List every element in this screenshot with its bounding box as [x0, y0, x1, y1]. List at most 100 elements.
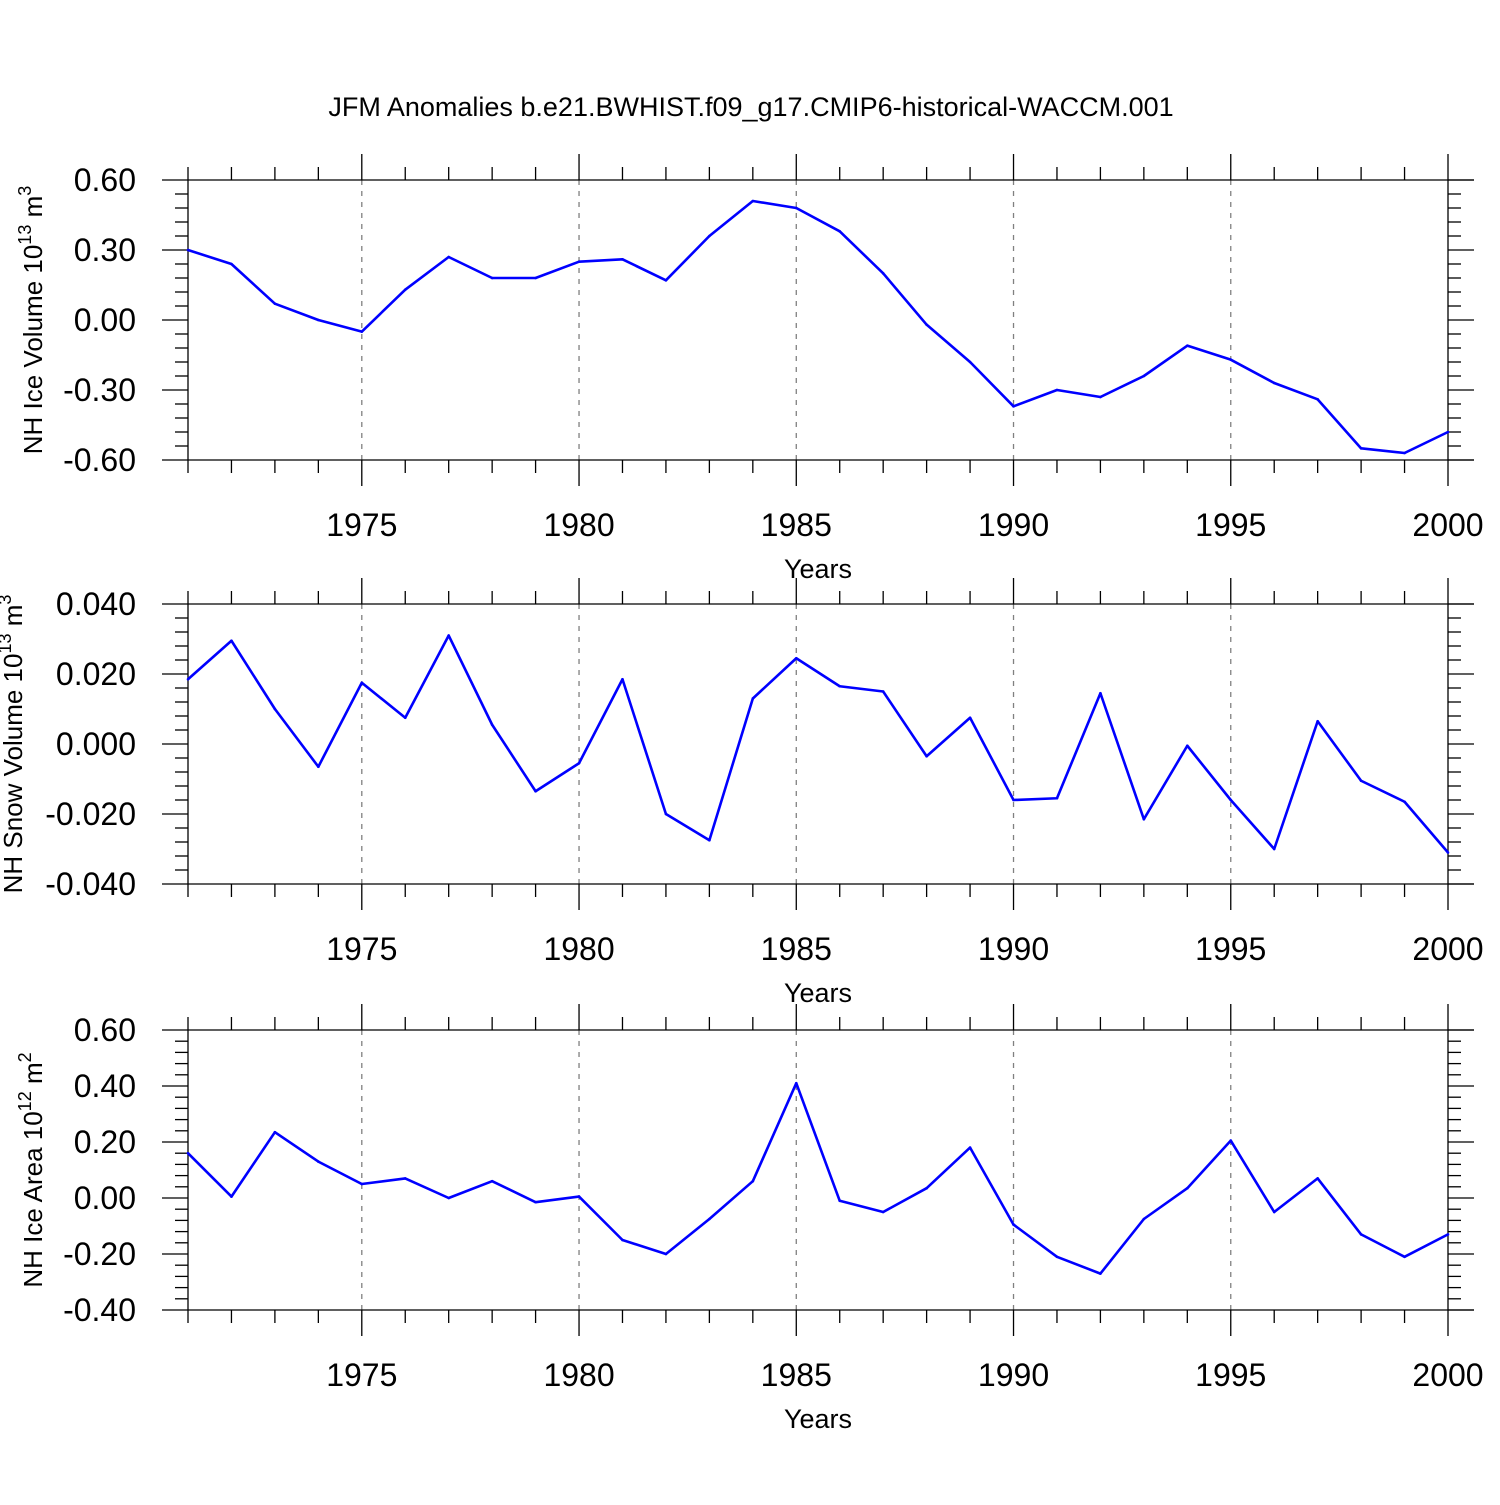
panel3-xtick-label: 1995	[1195, 1357, 1266, 1393]
panel1-xtick-label: 1975	[326, 507, 397, 543]
panel1-xtick-label: 1995	[1195, 507, 1266, 543]
panel1-xtick-label: 1985	[761, 507, 832, 543]
panel2-xtick-label: 1980	[543, 931, 614, 967]
panel1-data-point	[273, 302, 277, 305]
panel3-data-point	[1403, 1255, 1406, 1259]
panel3-xtick-label: 1975	[326, 1357, 397, 1393]
panel2-ytick-label: 0.040	[56, 586, 136, 622]
panel2-data-point	[273, 707, 277, 711]
panel2-data-point	[751, 697, 755, 700]
panel2-data-point	[1099, 691, 1102, 695]
panel3-data-point	[1229, 1139, 1233, 1142]
panel3-data-point	[794, 1081, 798, 1085]
panel3-data-point	[230, 1195, 233, 1198]
panel2-data-point	[447, 634, 450, 637]
panel2-data-point	[1229, 798, 1233, 802]
panel2-ytick-label: -0.040	[45, 866, 136, 902]
panel3-data-point	[273, 1130, 277, 1134]
panel1-yaxis-title: NH Ice Volume 1013 m3	[15, 186, 48, 455]
chart-title: JFM Anomalies b.e21.BWHIST.f09_g17.CMIP6…	[328, 92, 1173, 122]
panel1-data-point	[317, 318, 320, 322]
panel3-xaxis-title: Years	[784, 1404, 852, 1434]
panel1-data-point	[490, 276, 494, 280]
panel3-xtick-label: 1980	[543, 1357, 614, 1393]
panel3-data-point	[447, 1196, 450, 1200]
panel2-data-point	[1142, 817, 1146, 821]
panel1-data-point	[621, 258, 624, 261]
panel1-data-point	[534, 276, 537, 280]
panel3-data-point	[1316, 1177, 1319, 1180]
panel2-data-point	[577, 761, 581, 765]
panel2-data-point	[1446, 851, 1450, 854]
panel2-data-point	[186, 677, 190, 681]
panel3-data-point	[1186, 1186, 1189, 1190]
panel3-data-point	[1142, 1217, 1146, 1221]
panel3-data-point	[1012, 1223, 1015, 1226]
panel3-xtick-label: 2000	[1412, 1357, 1483, 1393]
panel1-data-point	[1229, 358, 1233, 361]
panel1-data-point	[1272, 381, 1276, 385]
panel1-data-point	[230, 262, 233, 266]
panel3-data-point	[186, 1151, 190, 1155]
panel2-data-point	[1316, 719, 1319, 723]
panel2-xtick-label: 2000	[1412, 931, 1483, 967]
panel1-data-point	[794, 206, 798, 210]
panel3-data-point	[1099, 1272, 1102, 1275]
panel3-data-point	[621, 1238, 624, 1242]
panel3-ytick-label: -0.40	[63, 1292, 136, 1328]
panel3-data-point	[664, 1252, 668, 1256]
panel1-data-point	[447, 255, 450, 259]
panel1-data-point	[1142, 374, 1146, 378]
panel1-xtick-label: 1990	[978, 507, 1049, 543]
panel2-data-point	[838, 684, 842, 688]
panel2-xtick-label: 1975	[326, 931, 397, 967]
panel3-data-point	[403, 1177, 407, 1180]
panel3-xtick-label: 1990	[978, 1357, 1049, 1393]
panel3-ytick-label: 0.00	[74, 1180, 136, 1216]
panel3-data-point	[577, 1195, 581, 1198]
panel3-data-point	[1359, 1233, 1363, 1236]
panel3-data-point	[490, 1179, 494, 1183]
panel1-ytick-label: -0.30	[63, 372, 136, 408]
panel2-xtick-label: 1985	[761, 931, 832, 967]
panel2-data-point	[1403, 800, 1406, 804]
panel1-xtick-label: 2000	[1412, 507, 1483, 543]
panel1-data-point	[1186, 344, 1189, 347]
panel1-data-point	[1099, 395, 1102, 399]
panel3-data-point	[1055, 1255, 1059, 1259]
panel2-series-line	[187, 634, 1449, 854]
panel2-data-point	[925, 754, 928, 758]
panel1-data-point	[708, 234, 711, 238]
panel3-ytick-label: -0.20	[63, 1236, 136, 1272]
panel3-data-point	[1272, 1210, 1276, 1214]
panel2-xaxis-title: Years	[784, 978, 852, 1008]
panel1-xaxis-title: Years	[784, 554, 852, 584]
panel2-data-point	[1359, 779, 1363, 783]
panel2-data-point	[490, 723, 494, 727]
panel1-data-point	[403, 288, 407, 291]
panel2-xtick-label: 1990	[978, 931, 1049, 967]
panel3-ytick-label: 0.60	[74, 1012, 136, 1048]
panel1-series-line	[187, 199, 1449, 455]
panel2-data-point	[621, 677, 624, 681]
panel2-data-point	[1186, 744, 1189, 748]
panel3-data-point	[1446, 1233, 1450, 1236]
panel1-data-point	[577, 260, 581, 263]
panel3-data-point	[925, 1186, 928, 1190]
panel1-ytick-label: 0.60	[74, 162, 136, 198]
panel2-ytick-label: 0.000	[56, 726, 136, 762]
panel3-xtick-label: 1985	[761, 1357, 832, 1393]
panel2-data-point	[794, 656, 798, 660]
panel2-yaxis-title: NH Snow Volume 1013 m3	[0, 595, 28, 894]
panel2-ytick-label: -0.020	[45, 796, 136, 832]
panel1-data-point	[360, 330, 364, 333]
panel3-ytick-label: 0.40	[74, 1068, 136, 1104]
panel3-data-point	[708, 1217, 711, 1221]
panel1-data-point	[1446, 430, 1450, 434]
panel2-data-point	[708, 838, 711, 842]
panel2-data-point	[1055, 796, 1059, 800]
panel1-ytick-label: 0.30	[74, 232, 136, 268]
panel3-yaxis-title: NH Ice Area 1012 m2	[15, 1052, 48, 1287]
